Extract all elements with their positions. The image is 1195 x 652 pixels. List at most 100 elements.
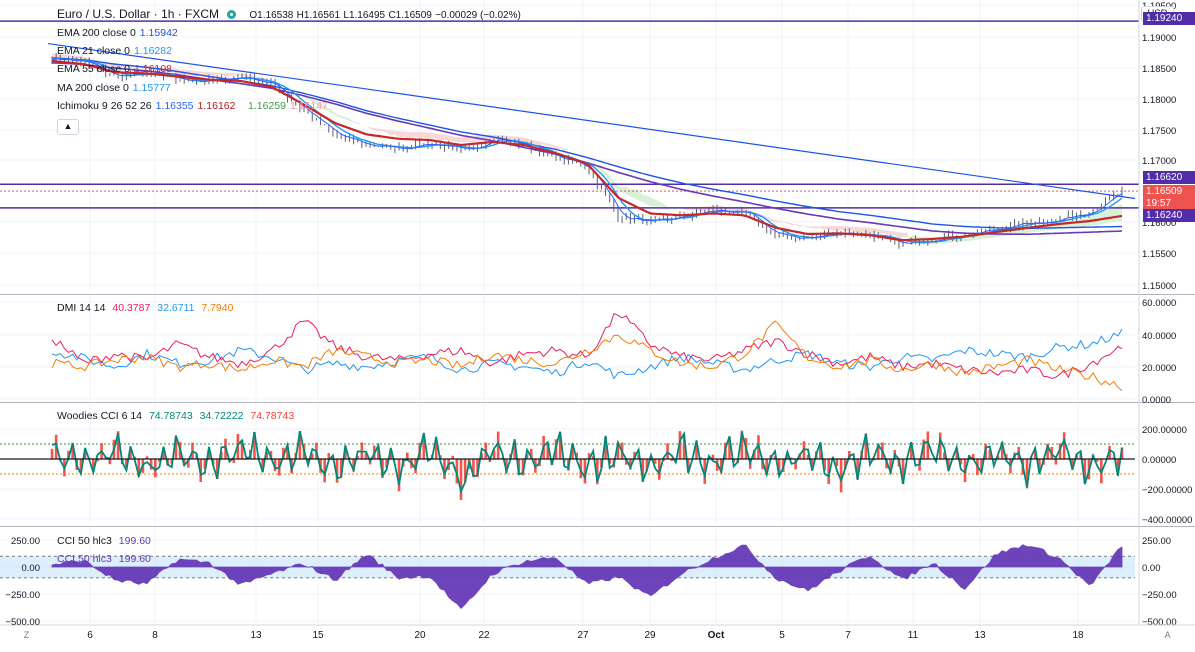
time-axis-label: 11 (908, 630, 919, 641)
price-change: −0.00029 (−0.02%) (435, 10, 521, 21)
ichimoku-cloud-segment (774, 219, 780, 223)
ichimoku-cloud-segment (770, 218, 775, 223)
time-axis-label: Oct (708, 630, 725, 641)
cci50-pane[interactable] (0, 544, 1135, 609)
price-axis-tick-label: 0.00000 (1142, 455, 1176, 466)
time-axis-label: 13 (974, 630, 986, 641)
ichimoku-cloud-segment (113, 64, 119, 68)
chart-header: Euro / U.S. Dollar · 1h · FXCM O1.16538 … (57, 8, 521, 22)
ichimoku-cloud-segment (374, 127, 379, 132)
ichimoku-cloud-segment (382, 129, 387, 133)
ichimoku-cloud-segment (423, 132, 428, 139)
ichimoku-cloud-segment (531, 139, 536, 145)
woodies-value-3: 74.78743 (250, 410, 295, 422)
left-axis-tick-label: −250.00 (5, 590, 40, 601)
ichimoku-cloud-segment (646, 195, 652, 207)
indicator-value: 1.15777 (132, 82, 171, 94)
ichimoku-cloud-segment (857, 227, 862, 233)
time-axis-label: 5 (779, 630, 785, 641)
price-axis-tick-label: −500.00 (1142, 617, 1177, 628)
ichimoku-cloud-segment (213, 72, 218, 76)
indicator-value: 1.16162 (197, 100, 236, 112)
woodies-legend[interactable]: Woodies CCI 6 14 74.78743 34.72222 74.78… (57, 410, 294, 423)
symbol-title: Euro / U.S. Dollar · 1h · FXCM (57, 7, 220, 21)
cci50-area (51, 544, 1123, 609)
ichimoku-cloud-segment (903, 232, 908, 237)
ichimoku-cloud-segment (849, 226, 854, 233)
auto-scale-button[interactable]: A (1164, 630, 1171, 640)
grid-lines (0, 0, 1195, 624)
indicator-ema200-legend[interactable]: EMA 200 close 0 1.15942 (57, 27, 178, 40)
ichimoku-cloud-segment (803, 225, 809, 228)
collapse-legend-button[interactable]: ▲ (57, 119, 79, 135)
cci50-value: 199.60 (118, 553, 151, 565)
time-axis-label: 15 (312, 630, 324, 641)
ichimoku-cloud-segment (572, 151, 577, 153)
ichimoku-cloud-segment (828, 226, 833, 231)
ichimoku-cloud-segment (655, 199, 660, 207)
ichimoku-cloud-segment (246, 74, 251, 78)
ichimoku-cloud-segment (651, 198, 656, 207)
left-axis-tick-label: 0.00 (22, 563, 41, 574)
ichimoku-cloud-segment (460, 137, 466, 143)
dmi-legend[interactable]: DMI 14 14 40.3787 32.6711 7.7940 (57, 302, 234, 315)
dmi-adx-value: 7.7940 (201, 302, 234, 314)
ichimoku-cloud-segment (403, 131, 408, 139)
ichimoku-cloud-segment (890, 230, 895, 236)
ema55-line (51, 59, 1123, 242)
price-pane[interactable] (0, 20, 1139, 249)
indicator-value: 1.16147 (289, 100, 328, 112)
price-axis-tick-label: 0.0000 (1142, 395, 1171, 406)
price-axis-tick-label: 1.18500 (1142, 64, 1176, 75)
woodies-cci-pane[interactable] (0, 430, 1135, 500)
ichimoku-cloud-segment (233, 73, 238, 76)
ichimoku-cloud-segment (841, 226, 846, 232)
ichimoku-cloud-segment (779, 220, 784, 223)
ichimoku-cloud-segment (452, 136, 457, 142)
ichimoku-cloud-segment (865, 227, 870, 234)
ichimoku-cloud-segment (845, 226, 850, 232)
indicator-ma200-legend[interactable]: MA 200 close 0 1.15777 (57, 82, 171, 95)
ichimoku-cloud-segment (361, 125, 366, 127)
indicator-value: 1.16108 (133, 63, 172, 75)
price-axis-tick-label: −250.00 (1142, 590, 1177, 601)
ichimoku-cloud-segment (564, 148, 569, 152)
ichimoku-cloud-segment (539, 141, 544, 147)
ichimoku-cloud-segment (56, 53, 61, 59)
ichimoku-cloud-segment (816, 226, 821, 229)
cci50-legend[interactable]: CCI 50 hlc3 199.60 (57, 535, 151, 548)
ichimoku-cloud-segment (642, 195, 647, 205)
ichimoku-cloud-segment (713, 205, 718, 212)
ichimoku-cloud-segment (370, 127, 375, 130)
ichimoku-cloud-segment (378, 128, 383, 132)
time-axis-label: 29 (644, 630, 656, 641)
ichimoku-cloud-segment (1101, 209, 1106, 225)
bar-timer-tag: 19:57 (1143, 197, 1195, 210)
last-price-tag: 1.16509 (1143, 185, 1195, 198)
time-axis-label: 7 (845, 630, 851, 641)
ichimoku-cloud-segment (832, 225, 837, 231)
ichimoku-cloud-segment (580, 154, 585, 156)
indicator-ichimoku-legend[interactable]: Ichimoku 9 26 52 26 1.16355 1.16162 (57, 100, 236, 113)
indicator-ema21-legend[interactable]: EMA 21 close 0 1.16282 (57, 45, 172, 58)
price-axis-tick-label: 0.00 (1142, 563, 1161, 574)
timezone-z-button[interactable]: Z (23, 630, 30, 640)
ichimoku-cloud-segment (556, 145, 561, 150)
indicator-value: 1.15942 (139, 27, 178, 39)
price-axis-tick-label: 20.0000 (1142, 363, 1176, 374)
ichimoku-cloud-segment (221, 72, 226, 77)
ichimoku-cloud-segment (601, 168, 606, 177)
visibility-eye-icon[interactable] (227, 10, 237, 20)
indicator-ema55-legend[interactable]: EMA 55 close 0 1.16108 (57, 63, 172, 76)
ichimoku-cloud-segment (787, 222, 792, 225)
dmi-pane[interactable] (51, 313, 1123, 392)
indicator-name: EMA 200 close 0 (57, 27, 136, 39)
woodies-name: Woodies CCI 6 14 (57, 410, 143, 422)
ichimoku-cloud-segment (337, 113, 342, 118)
hline-upper-tag: 1.16620 (1143, 171, 1195, 184)
ema21-line (51, 57, 1123, 244)
dmi-series-line (51, 320, 1123, 392)
left-axis-tick-label: 250.00 (11, 536, 40, 547)
ichimoku-cloud-segment (386, 129, 391, 136)
